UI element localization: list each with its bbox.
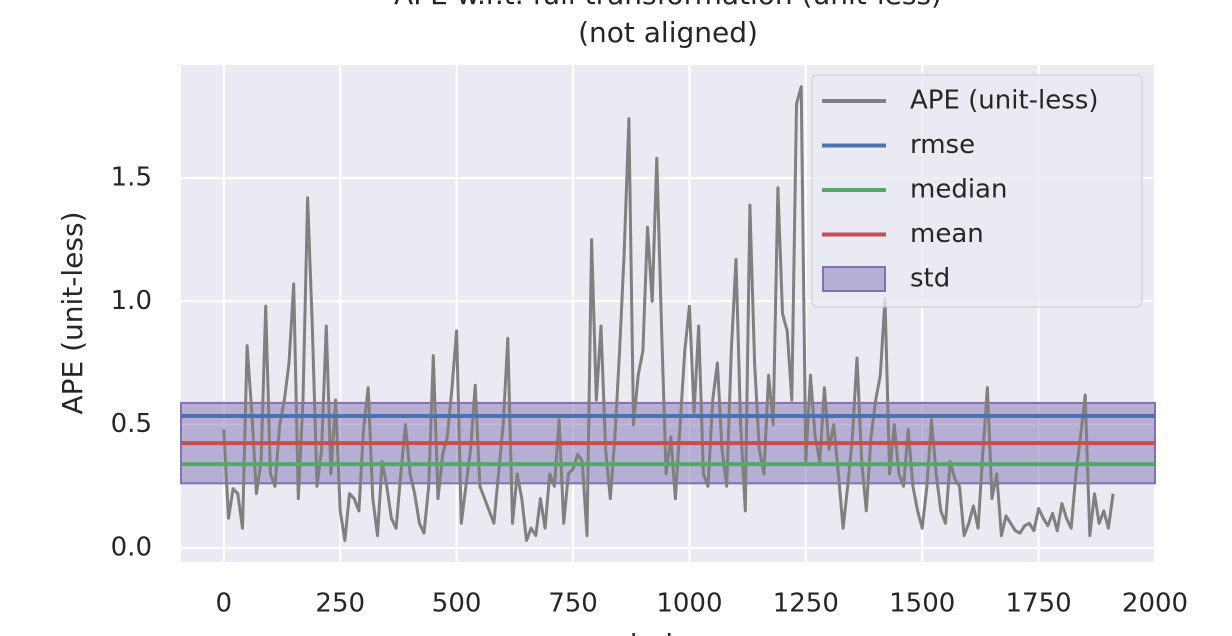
legend-label: mean [910, 219, 984, 249]
ape-line [222, 85, 1115, 542]
x-tick-label: 500 [432, 589, 482, 619]
legend: APE (unit-less) rmse median mean std [811, 74, 1143, 308]
x-tick-label: 1500 [889, 589, 955, 619]
y-tick-label: 1.0 [111, 286, 152, 316]
x-tick-label: 0 [216, 589, 233, 619]
x-tick-label: 250 [315, 589, 365, 619]
y-tick-label: 1.5 [111, 162, 152, 192]
x-tick-label: 1000 [656, 589, 722, 619]
x-tick-label: 2000 [1122, 589, 1188, 619]
chart-title: APE w.r.t. full transformation (unit-les… [394, 0, 942, 11]
chart-subtitle: (not aligned) [578, 16, 758, 49]
legend-label: APE (unit-less) [910, 86, 1099, 116]
x-tick-label: 1250 [773, 589, 839, 619]
x-tick-label: 1750 [1006, 589, 1072, 619]
y-axis-label: APE (unit-less) [56, 211, 89, 414]
legend-label: rmse [910, 130, 975, 160]
legend-label: median [910, 175, 1007, 205]
y-tick-label: 0.5 [111, 409, 152, 439]
legend-box [811, 74, 1143, 308]
legend-label: std [910, 264, 950, 294]
marks [180, 85, 1156, 542]
y-tick-label: 0.0 [111, 532, 152, 562]
legend-swatch [822, 266, 886, 292]
x-axis-label: index [630, 628, 707, 636]
x-tick-label: 750 [548, 589, 598, 619]
